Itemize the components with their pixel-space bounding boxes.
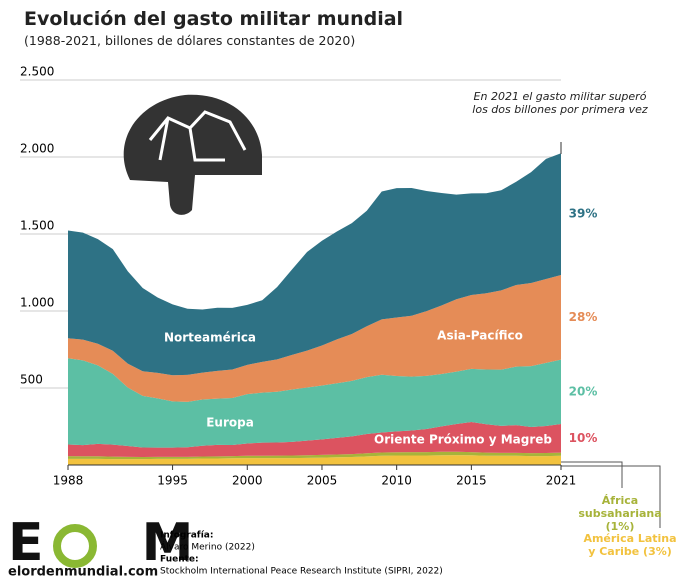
credits-label: Fuente: (160, 555, 199, 565)
areas (68, 153, 561, 465)
y-tick-label: 500 (20, 373, 43, 387)
y-tick-label: 1.000 (20, 296, 54, 310)
share-label: 20% (569, 384, 598, 398)
y-tick-label: 2.000 (20, 142, 54, 156)
credits-label: Infografía: (160, 531, 213, 541)
y-tick-label: 1.500 (20, 219, 54, 233)
annotation: En 2021 el gasto militar superó los dos … (470, 90, 650, 116)
series-label: Asia-Pacífico (437, 329, 523, 343)
x-tick-label: 1988 (53, 474, 84, 488)
chart: Norteamérica Asia-Pacífico Europa Orient… (0, 0, 686, 578)
series-label: África subsahariana (1%) (565, 494, 675, 533)
helmet-icon (124, 95, 262, 215)
x-tick-label: 2015 (456, 474, 487, 488)
x-tick-label: 2010 (381, 474, 412, 488)
x-tick-label: 1995 (157, 474, 188, 488)
logo-site: elordenmundial.com (8, 565, 158, 578)
x-tick-label: 2021 (546, 474, 577, 488)
credits-author: Álvaro Merino (2022) (160, 541, 255, 553)
x-tick-label: 2005 (307, 474, 338, 488)
share-label: 10% (569, 431, 598, 445)
series-label: América Latina y Caribe (3%) (580, 532, 680, 558)
share-label: 39% (569, 207, 598, 221)
credits-source: Stockholm International Peace Research I… (160, 567, 443, 577)
series-label: Norteamérica (164, 331, 256, 345)
series-label: Europa (206, 416, 254, 430)
series-label: Oriente Próximo y Magreb (374, 433, 552, 447)
page: {"chart_data": {"type": "stacked-area", … (0, 0, 686, 578)
share-label: 28% (569, 310, 598, 324)
x-tick-label: 2000 (232, 474, 263, 488)
y-tick-label: 2.500 (20, 65, 54, 79)
